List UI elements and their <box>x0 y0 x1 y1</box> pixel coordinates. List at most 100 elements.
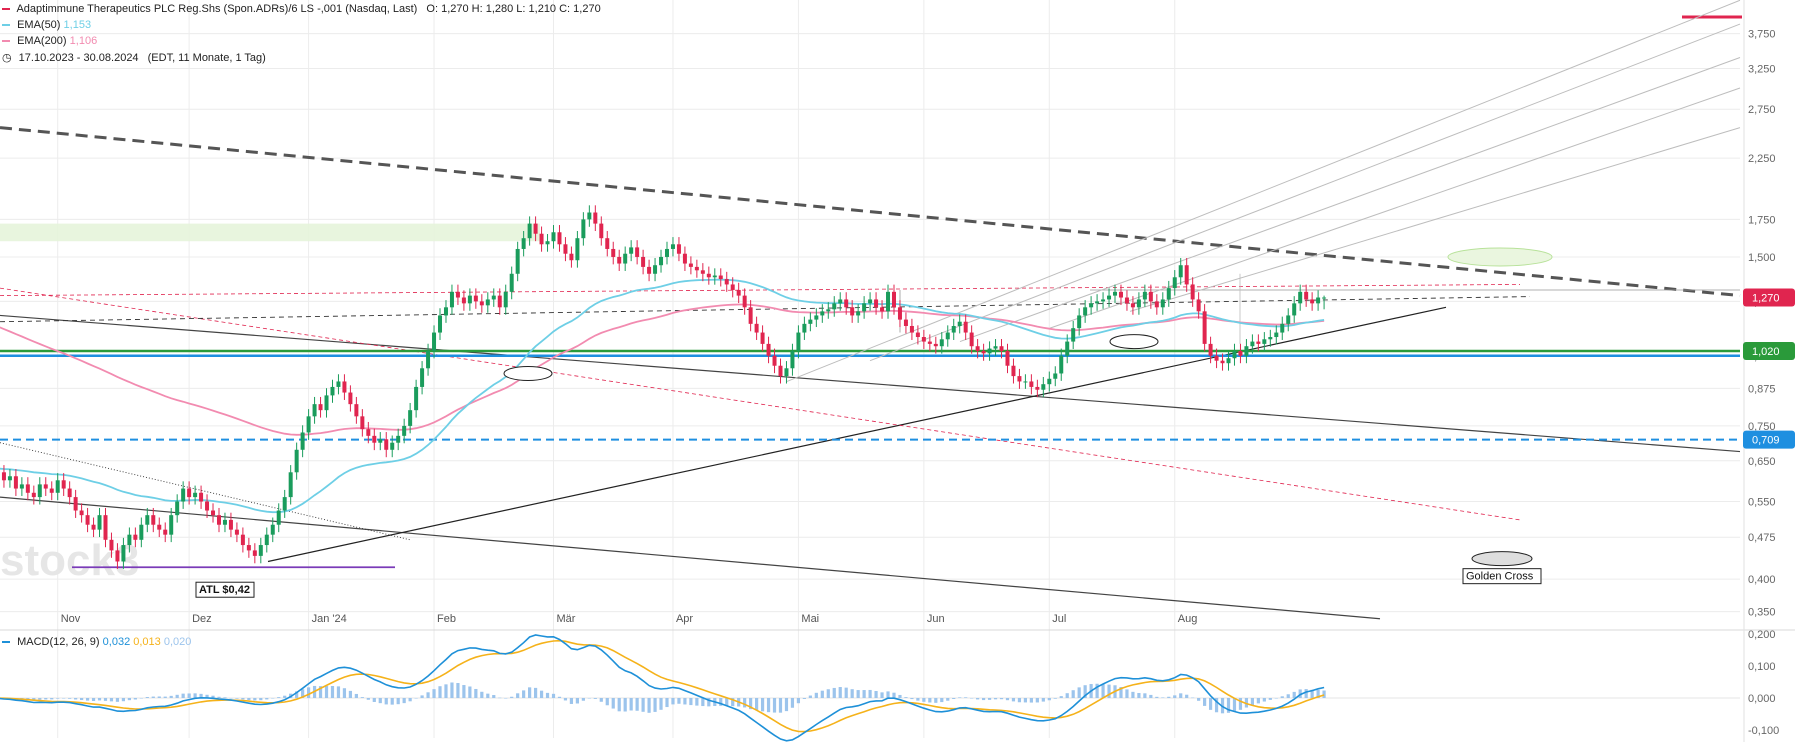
histogram-bar-94 <box>551 693 556 698</box>
histogram-bar-21 <box>115 698 120 702</box>
candle-192 <box>1136 292 1141 315</box>
macd-legend[interactable]: MACD(12, 26, 9) 0,032 0,013 0,020 <box>0 636 191 648</box>
candle-147 <box>868 292 873 311</box>
signal-line <box>0 639 1325 733</box>
candle-body-79 <box>461 297 466 304</box>
candle-body-80 <box>467 295 472 304</box>
histogram-bar-120 <box>707 698 711 707</box>
candle-7 <box>31 485 36 505</box>
ema200-legend[interactable]: EMA(200) 1,106 <box>0 35 97 47</box>
candle-115 <box>676 237 681 262</box>
candle-155 <box>915 325 920 345</box>
candle-8 <box>37 477 42 505</box>
candle-123 <box>724 271 729 292</box>
candle-body-222 <box>1316 297 1321 304</box>
candle-33 <box>187 481 192 505</box>
histogram-bar-12 <box>62 698 66 699</box>
histogram-bar-197 <box>1167 696 1171 698</box>
candle-48 <box>276 503 281 533</box>
candle-body-192 <box>1136 299 1141 308</box>
candle-45 <box>258 537 263 564</box>
current-price-badge: 1,270 <box>1752 293 1780 305</box>
candle-body-78 <box>455 291 460 298</box>
candle-122 <box>718 268 723 287</box>
histogram-bar-144 <box>850 689 854 698</box>
candle-body-63 <box>366 429 371 436</box>
histogram-bar-196 <box>1161 697 1165 698</box>
candle-body-126 <box>742 295 747 308</box>
date-range: 17.10.2023 - 30.08.2024 <box>18 52 139 64</box>
histogram-bar-24 <box>133 698 137 700</box>
candle-body-22 <box>121 545 126 562</box>
price-tick-5: 0,750 <box>1748 421 1776 433</box>
histogram-bar-67 <box>390 698 394 705</box>
candle-body-25 <box>139 524 144 540</box>
candle-222 <box>1316 290 1321 311</box>
candle-body-207 <box>1226 358 1231 364</box>
ema50-legend-dash <box>2 24 10 27</box>
histogram-bar-20 <box>109 698 114 702</box>
date-range-row: ◷ 17.10.2023 - 30.08.2024 (EDT, 11 Monat… <box>0 51 266 64</box>
candle-13 <box>67 481 72 505</box>
candle-185 <box>1095 294 1100 311</box>
candle-body-2 <box>1 472 6 481</box>
candle-152 <box>897 300 902 328</box>
price-axis: 0,3500,4000,4750,5500,6500,7500,8751,000… <box>1743 29 1795 737</box>
target-ellipse <box>1447 247 1553 267</box>
candle-221 <box>1310 292 1315 311</box>
histogram-bar-192 <box>1137 693 1141 698</box>
histogram-bar-73 <box>426 692 430 698</box>
candle-body-82 <box>479 301 484 306</box>
candle-9 <box>43 477 48 496</box>
candle-body-20 <box>109 539 114 551</box>
candle-23 <box>127 527 132 553</box>
histogram-bar-98 <box>575 698 579 704</box>
candle-body-197 <box>1166 288 1171 300</box>
candle-body-19 <box>103 515 108 540</box>
candle-62 <box>360 409 365 437</box>
histogram-bar-222 <box>1316 689 1320 698</box>
candle-165 <box>975 339 980 359</box>
candle-41 <box>234 522 239 543</box>
candle-63 <box>366 421 371 444</box>
candle-79 <box>461 290 466 311</box>
candle-69 <box>402 418 407 444</box>
histogram-bar-92 <box>539 690 544 698</box>
candle-body-174 <box>1029 381 1034 387</box>
histogram-bar-208 <box>1232 698 1237 712</box>
price-tick-6: 0,875 <box>1748 383 1776 395</box>
month-label-9: Aug <box>1178 613 1198 625</box>
month-label-0: Nov <box>61 613 81 625</box>
candle-161 <box>951 318 956 340</box>
ema50-legend[interactable]: EMA(50) 1,153 <box>0 19 91 31</box>
candle-164 <box>969 325 974 354</box>
candle-113 <box>665 241 669 265</box>
histogram-bar-13 <box>68 698 72 699</box>
histogram-bar-136 <box>802 698 806 699</box>
histogram-bar-142 <box>838 687 842 698</box>
candle-31 <box>175 494 180 523</box>
candle-61 <box>354 396 359 424</box>
candle-body-91 <box>533 223 538 234</box>
candle-body-36 <box>205 501 210 511</box>
candle-28 <box>157 517 162 538</box>
candle-body-140 <box>826 309 831 312</box>
candle-body-7 <box>31 492 36 498</box>
histogram-bar-9 <box>44 698 48 700</box>
candle-118 <box>694 259 699 278</box>
candle-body-100 <box>587 212 592 220</box>
candle-body-84 <box>491 295 496 300</box>
candle-46 <box>264 527 269 553</box>
candle-116 <box>682 246 687 271</box>
candle-body-181 <box>1071 328 1076 342</box>
candle-body-16 <box>85 515 90 525</box>
histogram-bar-191 <box>1131 691 1135 698</box>
candle-138 <box>814 308 819 328</box>
candle-150 <box>886 284 891 319</box>
candle-80 <box>467 288 472 311</box>
candle-body-216 <box>1280 323 1285 333</box>
candle-149 <box>880 300 885 319</box>
candle-body-157 <box>927 341 932 344</box>
histogram-bar-212 <box>1256 698 1260 704</box>
candle-body-136 <box>802 323 807 333</box>
